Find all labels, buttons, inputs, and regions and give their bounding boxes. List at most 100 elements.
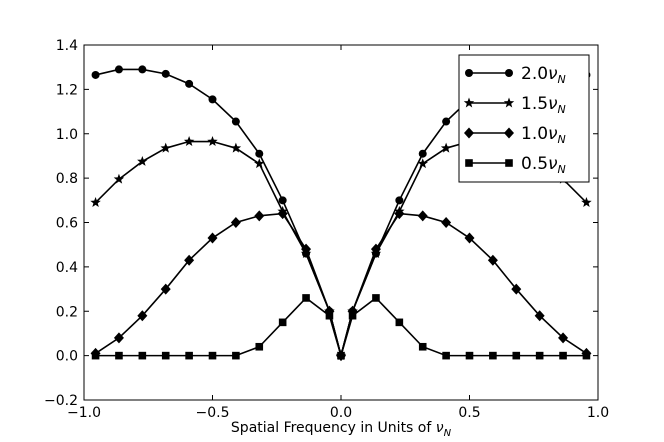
x-axis-label-subscript: N <box>444 428 452 439</box>
x-tick-label: −1.0 <box>67 405 101 421</box>
data-point <box>512 351 521 360</box>
legend-marker <box>463 97 475 108</box>
legend-label-symbol: ν <box>548 64 558 84</box>
data-point <box>534 310 545 322</box>
legend-marker <box>464 127 474 139</box>
series-line <box>95 212 587 359</box>
x-tick-label: 0.0 <box>330 405 352 421</box>
legend-label: 1.0νN <box>521 124 566 146</box>
legend-label-value: 1.0 <box>521 124 548 144</box>
data-point <box>113 173 125 184</box>
x-axis-label-text: Spatial Frequency in Units of <box>231 420 436 436</box>
data-point <box>255 149 264 158</box>
data-point <box>207 232 218 244</box>
data-point <box>348 311 357 320</box>
legend-label-symbol: ν <box>548 124 558 144</box>
data-point <box>278 196 287 205</box>
ticks-layer: −1.0 −0.5 0.0 0.5 1.0−0.20.00.20.40.60.81.01… <box>44 38 609 421</box>
legend-item: 0.5νN <box>465 154 566 176</box>
legend-label-value: 1.5 <box>521 94 548 114</box>
data-point <box>91 351 100 360</box>
legend-marker <box>503 97 515 108</box>
legend-label-value: 2.0 <box>521 64 548 84</box>
data-point <box>230 217 241 228</box>
data-point <box>558 332 569 344</box>
plot-frame <box>83 44 599 401</box>
data-point <box>160 283 171 295</box>
y-tick-label: 0.4 <box>56 260 78 276</box>
y-tick-label: 0.6 <box>56 216 78 232</box>
data-point <box>370 243 381 255</box>
data-point <box>207 136 218 146</box>
y-tick-label: 0.0 <box>56 349 78 365</box>
legend-item: 1.5νN <box>463 94 566 116</box>
data-point <box>232 351 240 360</box>
y-tick-label: 0.8 <box>56 171 78 187</box>
y-tick-label: −0.2 <box>44 393 78 409</box>
legend-label-subscript: N <box>558 133 566 146</box>
data-point <box>301 243 312 255</box>
series-0.5-group <box>91 294 591 360</box>
legend-label-subscript: N <box>558 103 566 116</box>
data-point <box>184 254 195 266</box>
legend-frame <box>458 54 590 183</box>
data-point <box>489 351 497 360</box>
data-point <box>255 342 264 351</box>
legend-marker <box>504 127 514 139</box>
data-point <box>231 117 240 126</box>
legend-label-symbol: ν <box>548 154 558 174</box>
data-point <box>137 310 148 322</box>
data-point <box>114 65 123 74</box>
series-layer <box>90 65 592 362</box>
x-axis-label-symbol: ν <box>436 420 444 436</box>
legend-marker <box>505 69 513 77</box>
data-point <box>138 65 147 74</box>
data-point <box>91 70 100 79</box>
y-tick-label: 1.4 <box>56 38 78 54</box>
data-point <box>417 158 428 169</box>
data-point <box>511 283 522 295</box>
data-point <box>442 351 450 360</box>
legend-label-value: 0.5 <box>521 154 548 174</box>
y-tick-label: 1.2 <box>56 82 78 98</box>
legend-item: 1.0νN <box>464 124 566 146</box>
data-point <box>137 155 148 166</box>
x-tick-label: −0.5 <box>196 405 230 421</box>
y-tick-label: 0.2 <box>56 304 78 320</box>
data-point <box>581 197 592 207</box>
data-point <box>487 254 498 266</box>
data-point <box>208 351 217 360</box>
data-point <box>277 208 288 220</box>
data-point <box>559 351 567 360</box>
data-point <box>183 136 195 146</box>
data-point <box>325 311 334 320</box>
data-point <box>394 208 405 220</box>
x-tick-label: 1.0 <box>587 405 609 421</box>
legend-label-subscript: N <box>558 163 566 176</box>
legend-item: 2.0νN <box>465 64 566 86</box>
data-point <box>278 318 287 327</box>
legend-label-subscript: N <box>558 73 566 86</box>
data-point <box>113 332 124 344</box>
data-point <box>115 351 123 360</box>
legend-label-symbol: ν <box>548 94 558 114</box>
series-line <box>95 296 587 359</box>
data-point <box>208 95 217 104</box>
data-point <box>465 351 474 360</box>
legend-marker <box>505 159 513 167</box>
legend-label: 2.0νN <box>521 64 566 86</box>
data-point <box>138 351 147 360</box>
data-point <box>90 197 101 207</box>
data-point <box>161 69 170 78</box>
data-point <box>337 351 345 360</box>
data-point <box>418 149 427 158</box>
data-point <box>582 351 591 360</box>
data-point <box>418 342 427 351</box>
data-point <box>254 158 265 169</box>
data-point <box>464 232 475 244</box>
data-point <box>230 142 242 153</box>
legend-marker <box>465 69 473 77</box>
